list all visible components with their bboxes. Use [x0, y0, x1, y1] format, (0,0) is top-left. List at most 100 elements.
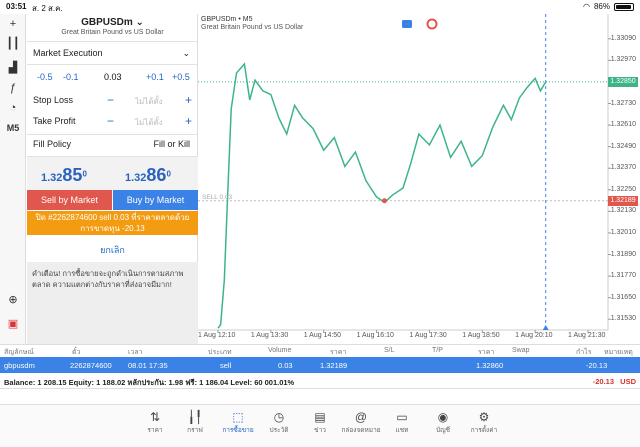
one-click-icon	[402, 20, 412, 28]
tab-chart[interactable]: ╽╿ กราฟ	[175, 409, 215, 435]
x-tick-label: 1 Aug 21:30	[568, 332, 606, 339]
position-type: sell	[220, 361, 232, 370]
objects-icon[interactable]: ◔	[9, 102, 17, 114]
trade-mode-icon[interactable]: ▣	[7, 318, 19, 330]
volume-input[interactable]: 0.03	[104, 72, 122, 82]
status-bar: 03:51 ส. 2 ส.ค. ◠ 86%	[0, 0, 640, 14]
col-profit: กำไร	[576, 349, 592, 356]
position-time: 08.01 17:35	[128, 361, 168, 370]
bid-price: 1.32850	[41, 165, 87, 185]
execution-selector[interactable]: Market Execution ⌄	[27, 43, 198, 65]
tab-news[interactable]: ▤ ข่าว	[300, 409, 340, 435]
tab-trade[interactable]: ⬚ การซื้อขาย	[218, 409, 258, 435]
wifi-icon: ◠	[583, 2, 590, 11]
sell-by-market-button[interactable]: Sell by Market	[27, 190, 112, 210]
col-sl: S/L	[384, 347, 395, 354]
y-tick-label: 1.32010	[610, 228, 636, 236]
stop-loss-label: Stop Loss	[33, 95, 74, 105]
x-tick-label: 1 Aug 17:30	[409, 332, 447, 339]
symbol-selector[interactable]: GBPUSDm ⌄ Great Britain Pound vs US Doll…	[27, 14, 198, 42]
chart-toolstrip: + ┃┃ ▟ ƒ ◔ M5 ⊕ ▣	[0, 14, 26, 344]
bar-chart-icon[interactable]: ▟	[8, 62, 18, 74]
y-tick-label: 1.31770	[610, 272, 636, 280]
col-time: เวลา	[128, 349, 143, 356]
symbol-name: GBPUSDm	[81, 17, 133, 28]
battery-percent: 86%	[593, 2, 610, 11]
crosshair-icon[interactable]: +	[9, 18, 17, 30]
x-tick-label: 1 Aug 18:50	[462, 332, 500, 339]
x-tick-label: 1 Aug 14:50	[303, 332, 342, 339]
volume-minus-01-button[interactable]: -0.1	[63, 72, 79, 82]
fill-policy-row[interactable]: Fill Policy Fill or Kill	[27, 134, 198, 152]
position-price: 1.32189	[320, 361, 348, 370]
tab-account[interactable]: ◉ บัญชี	[423, 409, 463, 435]
stop-loss-row: Stop Loss − ไม่ได้ตั้ง +	[27, 92, 198, 110]
current-price-badge: 1.32850	[608, 76, 638, 87]
volume-minus-05-button[interactable]: -0.5	[37, 72, 53, 82]
position-ticket: 2262874600	[70, 361, 112, 370]
col-comment: หมายเหตุ	[604, 349, 633, 356]
stop-loss-plus-button[interactable]: +	[184, 93, 192, 107]
search-icon[interactable]: ⊕	[8, 294, 18, 306]
x-tick-label: 1 Aug 12:10	[198, 332, 236, 339]
ask-price: 1.32860	[125, 165, 171, 185]
tab-mailbox[interactable]: @ กล่องจดหมาย	[341, 410, 381, 434]
time-marker	[542, 325, 549, 330]
y-tick-label: 1.32610	[610, 121, 636, 129]
tab-quotes[interactable]: ⇅ ราคา	[135, 409, 175, 435]
timeframe-button[interactable]: M5	[6, 123, 20, 133]
close-order-line2: การขาดทุน -20.13	[80, 224, 145, 233]
volume-plus-01-button[interactable]: +0.1	[146, 72, 164, 82]
symbol-description: Great Britain Pound vs US Dollar	[61, 29, 164, 36]
gear-icon: ⚙	[478, 410, 490, 424]
volume-plus-05-button[interactable]: +0.5	[172, 72, 190, 82]
bottom-tab-bar: ⇅ ราคา ╽╿ กราฟ ⬚ การซื้อขาย ◷ ประวัติ ▤ ข่าว …	[0, 404, 640, 447]
take-profit-plus-button[interactable]: +	[184, 114, 192, 128]
sell-price-badge: 1.32189	[608, 195, 638, 206]
position-row[interactable]: gbpusdm 2262874600 08.01 17:35 sell 0.03…	[0, 357, 640, 373]
y-tick-label: 1.32130	[610, 207, 636, 215]
x-tick-label: 1 Aug 16:10	[356, 332, 394, 339]
take-profit-input[interactable]: ไม่ได้ตั้ง	[135, 118, 163, 127]
chart-description: Great Britain Pound vs US Dollar	[201, 24, 304, 31]
x-tick-label: 1 Aug 20:10	[515, 332, 553, 339]
y-tick-label: 1.32250	[610, 185, 636, 193]
chart-canvas	[198, 14, 611, 333]
account-icon: ◉	[437, 410, 449, 424]
volume-row: -0.5 -0.1 0.03 +0.1 +0.5	[27, 68, 198, 88]
col-tp: T/P	[432, 347, 443, 354]
currency: USD	[620, 377, 636, 386]
take-profit-minus-button[interactable]: −	[107, 114, 115, 128]
x-tick-label: 1 Aug 13:30	[250, 332, 289, 339]
col-volume: Volume	[268, 347, 292, 354]
candle-chart-icon[interactable]: ┃┃	[6, 38, 20, 50]
chevron-down-icon: ⌄	[135, 17, 144, 28]
position-volume: 0.03	[278, 361, 293, 370]
col-price: ราคา	[330, 349, 347, 356]
sell-line-label: SELL 0.03	[202, 193, 233, 201]
fill-policy-value: Fill or Kill	[153, 139, 190, 149]
price-series-line	[217, 62, 547, 329]
trend-icon: ⬚	[232, 410, 244, 424]
stop-loss-minus-button[interactable]: −	[107, 93, 115, 107]
col-cur-price: ราคา	[478, 349, 495, 356]
history-icon: ◷	[273, 410, 285, 424]
price-chart[interactable]: GBPUSDm • M5 Great Britain Pound vs US D…	[198, 14, 640, 344]
chevron-down-icon: ⌄	[182, 48, 190, 58]
order-panel: GBPUSDm ⌄ Great Britain Pound vs US Doll…	[27, 14, 198, 344]
chat-icon: ▭	[396, 410, 408, 424]
tab-settings[interactable]: ⚙ การตั้งค่า	[464, 409, 504, 435]
indicators-icon[interactable]: ƒ	[9, 82, 17, 94]
stop-loss-input[interactable]: ไม่ได้ตั้ง	[135, 97, 163, 106]
y-tick-label: 1.31530	[610, 315, 636, 323]
news-icon: ▤	[314, 410, 326, 424]
y-tick-label: 1.32730	[610, 99, 636, 107]
tab-history[interactable]: ◷ ประวัติ	[259, 409, 299, 435]
y-tick-label: 1.31650	[610, 293, 636, 301]
tab-chat[interactable]: ▭ แชท	[382, 409, 422, 435]
close-order-button[interactable]: ปิด #2262874600 sell 0.03 ที่ราคาตลาดด้ว…	[27, 211, 198, 235]
cancel-button[interactable]: ยกเลิก	[100, 245, 125, 255]
buy-by-market-button[interactable]: Buy by Market	[113, 190, 198, 210]
close-order-line1: ปิด #2262874600 sell 0.03 ที่ราคาตลาดด้ว…	[35, 213, 190, 222]
status-right: ◠ 86%	[583, 2, 634, 11]
